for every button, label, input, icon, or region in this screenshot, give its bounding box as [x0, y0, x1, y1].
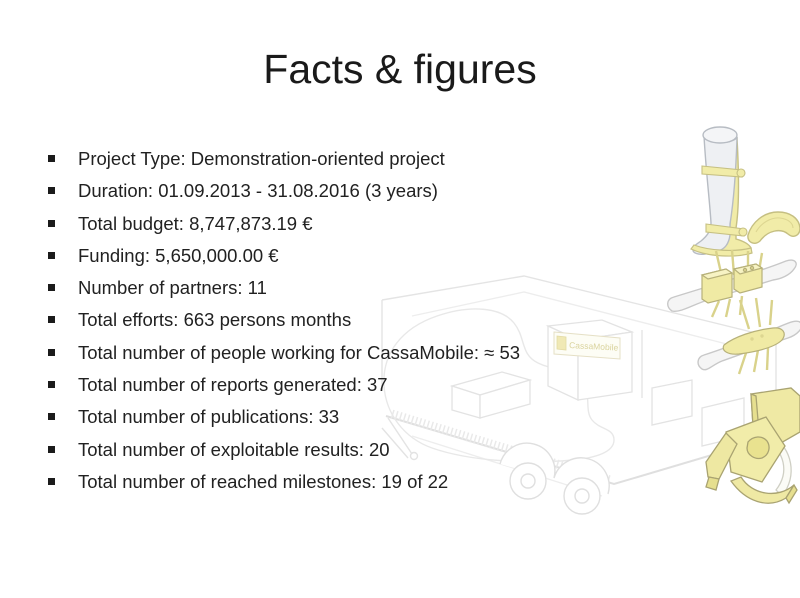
list-item: Total number of exploitable results: 20 [48, 439, 608, 471]
fact-text: Funding: 5,650,000.00 € [78, 244, 279, 266]
hand-orthosis-icon [705, 387, 800, 505]
fact-text: Number of partners: 11 [78, 277, 267, 299]
list-item: Funding: 5,650,000.00 € [48, 245, 608, 277]
fact-text: Duration: 01.09.2013 - 31.08.2016 (3 yea… [78, 180, 438, 202]
fact-text: Project Type: Demonstration-oriented pro… [78, 148, 445, 169]
fact-text: Total number of reached milestones: 19 o… [78, 470, 449, 492]
list-item: Total number of publications: 33 [48, 406, 608, 438]
list-item: Total number of reports generated: 37 [48, 374, 608, 406]
list-item: Duration: 01.09.2013 - 31.08.2016 (3 yea… [48, 180, 608, 212]
guide-plate [722, 327, 785, 355]
list-item: Total efforts: 663 persons months [48, 309, 608, 341]
bone-with-drill-guide-icon [667, 249, 797, 318]
fact-text: Total number of people working for Cassa… [78, 341, 521, 363]
guide-blocks [700, 263, 764, 304]
square-bullet-icon [48, 155, 55, 162]
list-item: Total number of people working for Cassa… [48, 342, 608, 374]
square-bullet-icon [48, 219, 55, 227]
list-item: Project Type: Demonstration-oriented pro… [48, 148, 608, 180]
slide-title: Facts & figures [263, 46, 537, 92]
trailer-sign: CassaMobile [553, 331, 621, 360]
list-item: Number of partners: 11 [48, 277, 608, 309]
curved-footplate-icon [747, 211, 800, 244]
bone-with-flat-guide-icon [697, 297, 800, 375]
fact-text: Total number of publications: 33 [78, 406, 340, 428]
list-item: Total budget: 8,747,873.19 € [48, 213, 608, 245]
square-bullet-icon [48, 413, 55, 421]
square-bullet-icon [48, 477, 55, 485]
fact-text: Total number of reports generated: 37 [78, 374, 388, 396]
guide-pins [737, 297, 774, 375]
trailer-wheels [499, 442, 610, 515]
list-item: Total number of reached milestones: 19 o… [48, 471, 608, 503]
facts-list: Project Type: Demonstration-oriented pro… [48, 148, 608, 503]
square-bullet-icon [48, 445, 55, 453]
square-bullet-icon [48, 381, 55, 389]
square-bullet-icon [48, 284, 55, 292]
square-bullet-icon [48, 348, 55, 356]
square-bullet-icon [48, 316, 55, 324]
square-bullet-icon [48, 251, 55, 259]
fact-text: Total efforts: 663 persons months [78, 309, 352, 331]
trailer-watermark-illustration: CassaMobile [381, 275, 777, 515]
trailer-sign-label: CassaMobile [569, 340, 619, 353]
fact-text: Total number of exploitable results: 20 [78, 438, 390, 460]
fact-text: Total budget: 8,747,873.19 € [78, 212, 313, 234]
square-bullet-icon [48, 187, 55, 195]
